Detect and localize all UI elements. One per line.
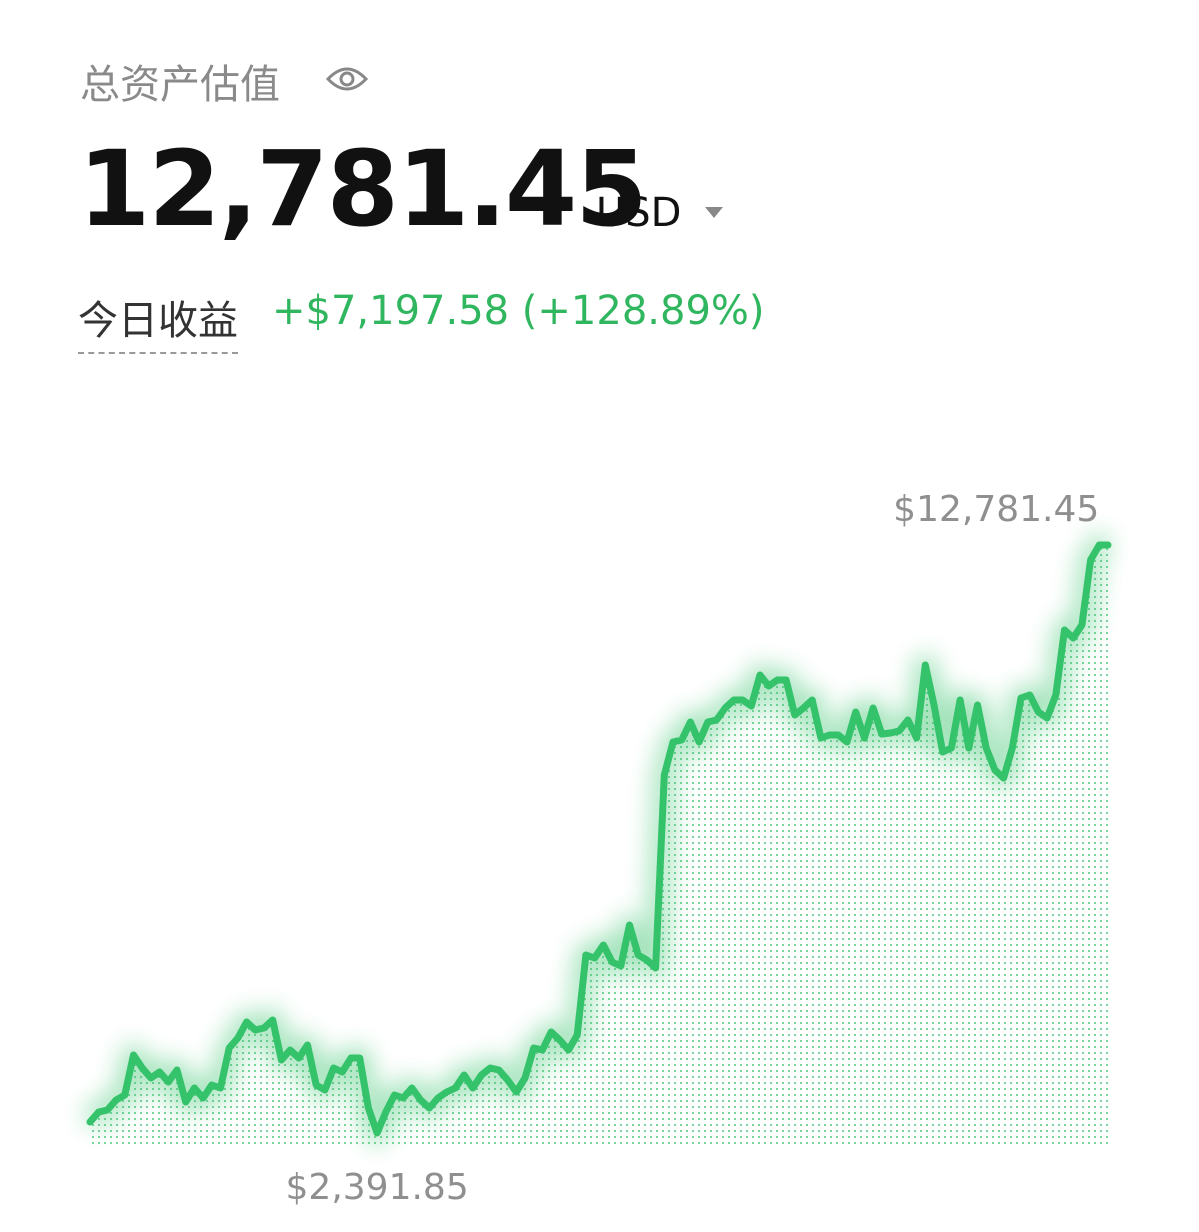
pnl-value: +$7,197.58 (+128.89%) — [272, 288, 765, 334]
balance: 12,781.45 — [78, 128, 648, 250]
visibility-toggle[interactable] — [326, 62, 368, 96]
max-label: $12,781.45 — [893, 489, 1099, 530]
line — [86, 541, 1112, 1137]
dropdown-caret[interactable] — [704, 206, 724, 220]
title: 总资产估值 — [80, 62, 280, 108]
pnl-label[interactable]: 今日收益 — [78, 288, 238, 354]
min-label: $2,391.85 — [286, 1167, 469, 1208]
area-fill — [90, 545, 1108, 1145]
currency-select[interactable]: USD — [596, 190, 682, 236]
